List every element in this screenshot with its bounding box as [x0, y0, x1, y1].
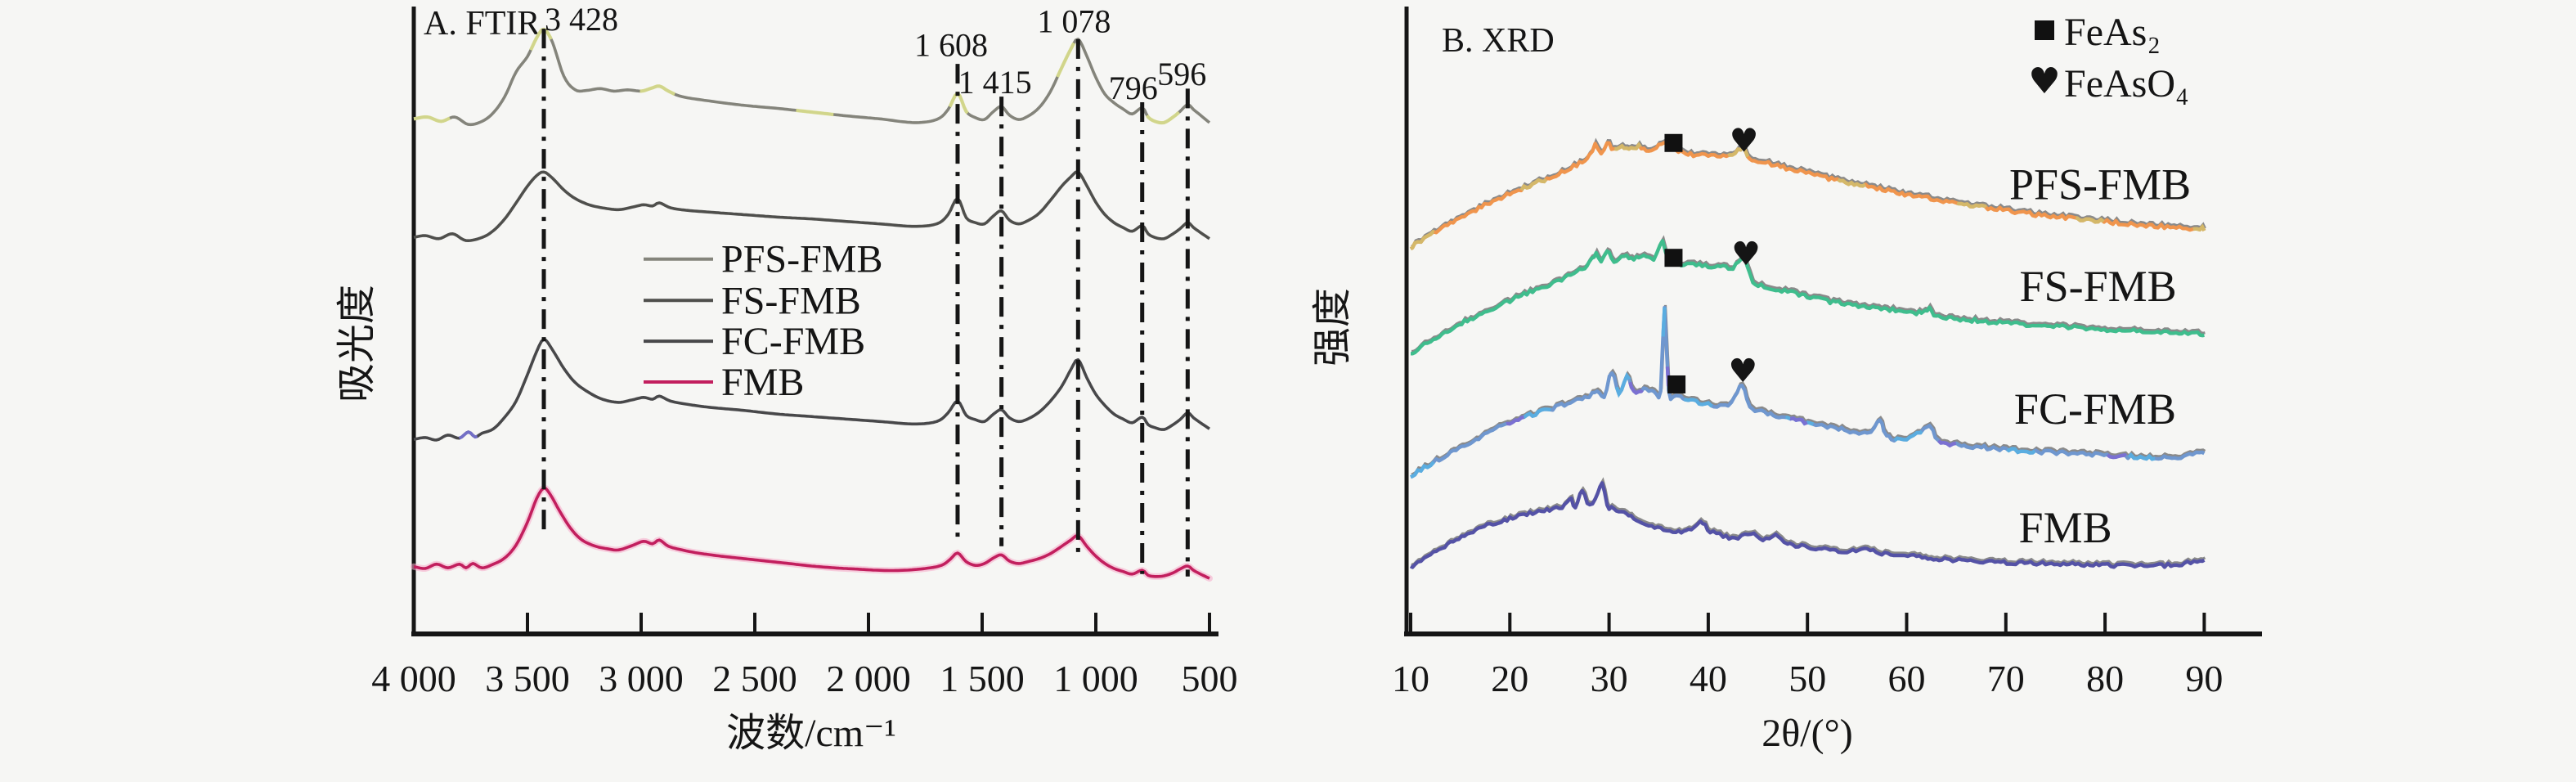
- xrd-series-label-fs-fmb: FS-FMB: [2020, 262, 2177, 311]
- ftir-peak-label-1415: 1 415: [958, 64, 1032, 101]
- panel-b-x-tick-label: 20: [1491, 658, 1528, 699]
- ftir-peak-label-1608: 1 608: [914, 27, 988, 64]
- panel-b-x-axis-title: 2θ/(°): [1761, 712, 1853, 755]
- legend-feas2-square-icon: [2035, 20, 2054, 40]
- ftir-curve-fc-fmb-accent-segment: [458, 429, 478, 440]
- panel-b-x-tick-label: 40: [1690, 658, 1727, 699]
- panel-b-x-tick-label: 90: [2185, 658, 2223, 699]
- panel-a-title: A. FTIR: [424, 5, 540, 43]
- panel-b-x-tick-label: 60: [1888, 658, 1926, 699]
- xrd-curve-fmb: [1409, 481, 2206, 569]
- panel-a-x-tick-label: 2 000: [826, 658, 911, 699]
- phase-legend-label-feaso4: FeAsO₄: [2064, 62, 2189, 106]
- panel-a-x-tick-label: 500: [1182, 658, 1238, 699]
- ftir-peak-label-796: 796: [1109, 70, 1158, 106]
- feas2-square-marker: [1667, 375, 1686, 393]
- panel-a-x-tick-label: 2 500: [712, 658, 797, 699]
- feaso4-heart-marker: ♥: [1730, 122, 1759, 160]
- panel-a-x-tick-label: 4 000: [371, 658, 456, 699]
- ftir-curve-fs-fmb: [413, 170, 1210, 242]
- feas2-square-marker: [1664, 133, 1683, 152]
- panel-b-y-axis-title: 强度: [1311, 288, 1354, 366]
- xrd-curve-pfs-fmb-shadow: [1411, 137, 2206, 248]
- panel-b-title: B. XRD: [1442, 22, 1555, 60]
- legend-feaso4-heart-icon: ♥: [2028, 61, 2060, 102]
- xrd-curve-fc-fmb-shadow: [1411, 304, 2206, 476]
- xrd-curve-fc-fmb-accent2: [1410, 307, 2206, 479]
- panel-a-x-tick-label: 1 500: [940, 658, 1025, 699]
- panel-b-x-tick-label: 80: [2086, 658, 2124, 699]
- xrd-series-label-fmb: FMB: [2019, 503, 2112, 552]
- ftir-peak-label-596: 596: [1157, 56, 1206, 92]
- panel-a-x-axis-title: 波数/cm⁻¹: [726, 712, 896, 755]
- legend-label-pfs-fmb: PFS-FMB: [721, 238, 882, 281]
- legend-label-fc-fmb: FC-FMB: [721, 320, 865, 363]
- xrd-curve-fs-fmb: [1411, 239, 2205, 356]
- ftir-peak-label-3428: 3 428: [545, 1, 618, 38]
- panel-a-y-axis-title: 吸光度: [335, 285, 379, 402]
- panel-a-x-tick-label: 3 500: [485, 658, 570, 699]
- panel-b-x-tick-label: 70: [1987, 658, 2025, 699]
- panel-b-x-tick-label: 30: [1591, 658, 1628, 699]
- ftir-curve-pfs-fmb-accent: [413, 27, 1211, 127]
- xrd-curve-pfs-fmb-accent: [1409, 139, 2206, 251]
- panel-a-x-tick-label: 3 000: [599, 658, 684, 699]
- legend-label-fs-fmb: FS-FMB: [721, 279, 861, 322]
- ftir-curve-fmb: [413, 487, 1210, 580]
- panel-b-x-tick-label: 50: [1788, 658, 1826, 699]
- feas2-square-marker: [1664, 249, 1683, 267]
- feaso4-heart-marker: ♥: [1728, 353, 1757, 390]
- legend-label-fmb: FMB: [721, 361, 804, 404]
- ftir-peak-label-1078: 1 078: [1037, 2, 1111, 39]
- panel-b-x-tick-label: 10: [1392, 658, 1429, 699]
- panel-a-x-tick-label: 1 000: [1053, 658, 1138, 699]
- xrd-series-label-pfs-fmb: PFS-FMB: [2009, 160, 2191, 209]
- xrd-series-label-fc-fmb: FC-FMB: [2014, 384, 2176, 434]
- phase-legend-label-feas2: FeAs₂: [2064, 11, 2161, 54]
- feaso4-heart-marker: ♥: [1731, 236, 1761, 273]
